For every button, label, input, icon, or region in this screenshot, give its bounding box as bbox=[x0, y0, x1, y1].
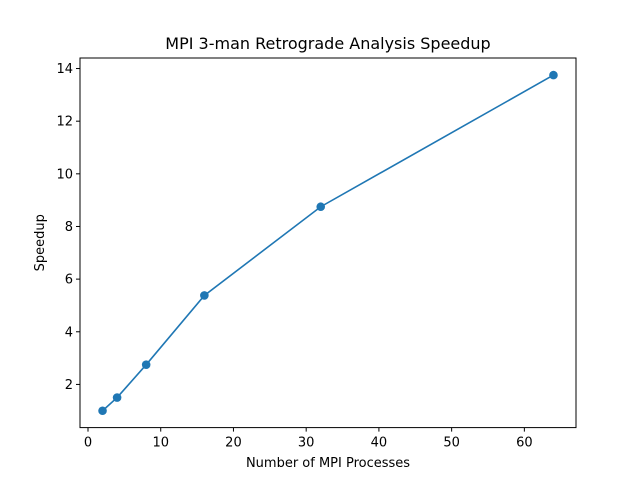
x-tick-label: 30 bbox=[298, 436, 315, 451]
y-axis-label: Speedup bbox=[33, 214, 48, 271]
plot-area bbox=[79, 57, 577, 429]
y-tick-label: 4 bbox=[65, 325, 73, 340]
x-tick-label: 40 bbox=[371, 436, 388, 451]
y-tick-label: 2 bbox=[65, 378, 73, 393]
y-tick-label: 14 bbox=[56, 62, 73, 77]
data-point bbox=[98, 406, 107, 416]
data-point bbox=[549, 70, 558, 80]
x-axis-label: Number of MPI Processes bbox=[246, 456, 410, 471]
x-tick-label: 20 bbox=[225, 436, 242, 451]
axes-frame bbox=[79, 57, 577, 429]
x-tick-label: 0 bbox=[84, 436, 92, 451]
y-tick-label: 10 bbox=[56, 167, 73, 182]
data-point bbox=[141, 360, 151, 369]
y-tick-label: 8 bbox=[65, 220, 73, 235]
y-tick-label: 12 bbox=[56, 115, 73, 130]
y-axis: 2 4 6 8 10 12 14 bbox=[56, 62, 80, 393]
x-tick-label: 60 bbox=[516, 436, 533, 451]
data-point bbox=[200, 291, 209, 300]
data-point bbox=[112, 393, 122, 402]
chart-title: MPI 3-man Retrograde Analysis Speedup bbox=[165, 34, 490, 53]
y-tick-label: 6 bbox=[65, 273, 73, 288]
x-tick-label: 10 bbox=[152, 436, 169, 451]
series-layer bbox=[98, 70, 558, 416]
x-axis: 0 10 20 30 40 50 60 bbox=[84, 427, 533, 451]
x-tick-label: 50 bbox=[443, 436, 460, 451]
data-point bbox=[316, 202, 326, 212]
